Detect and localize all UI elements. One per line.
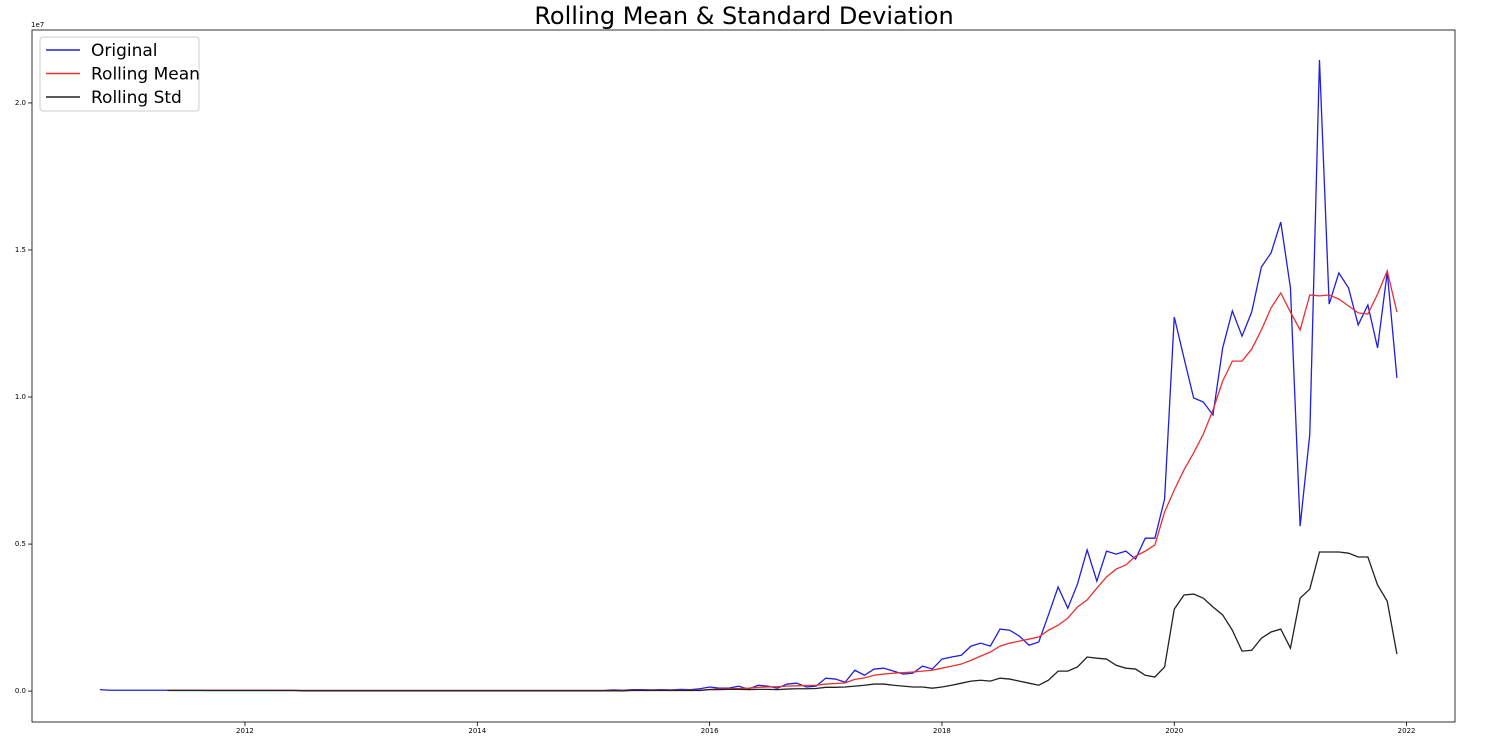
legend-label: Rolling Std bbox=[91, 88, 182, 108]
series-line bbox=[167, 268, 1398, 692]
y-tick-label: 0.0 bbox=[15, 687, 26, 695]
legend: Original Rolling Mean Rolling Std bbox=[39, 36, 200, 112]
series-line bbox=[167, 551, 1398, 692]
x-tick-label: 2016 bbox=[701, 727, 719, 735]
y-tick-label: 2.0 bbox=[15, 99, 26, 107]
plot-frame bbox=[31, 29, 1456, 723]
y-tick-label: 0.5 bbox=[15, 540, 26, 548]
x-tick-label: 2020 bbox=[1165, 727, 1183, 735]
chart-title: Rolling Mean & Standard Deviation bbox=[534, 2, 953, 30]
y-tick-label: 1.0 bbox=[15, 393, 26, 401]
x-tick-label: 2022 bbox=[1398, 727, 1416, 735]
legend-label: Original bbox=[91, 41, 158, 61]
legend-box bbox=[39, 36, 200, 112]
x-tick-label: 2014 bbox=[468, 727, 486, 735]
x-tick-label: 2012 bbox=[236, 727, 254, 735]
series-line bbox=[99, 59, 1398, 692]
x-tick-label: 2018 bbox=[933, 727, 951, 735]
legend-label: Rolling Mean bbox=[91, 65, 200, 85]
y-tick-label: 1.5 bbox=[15, 246, 26, 254]
y-offset-label: 1e7 bbox=[31, 21, 44, 29]
